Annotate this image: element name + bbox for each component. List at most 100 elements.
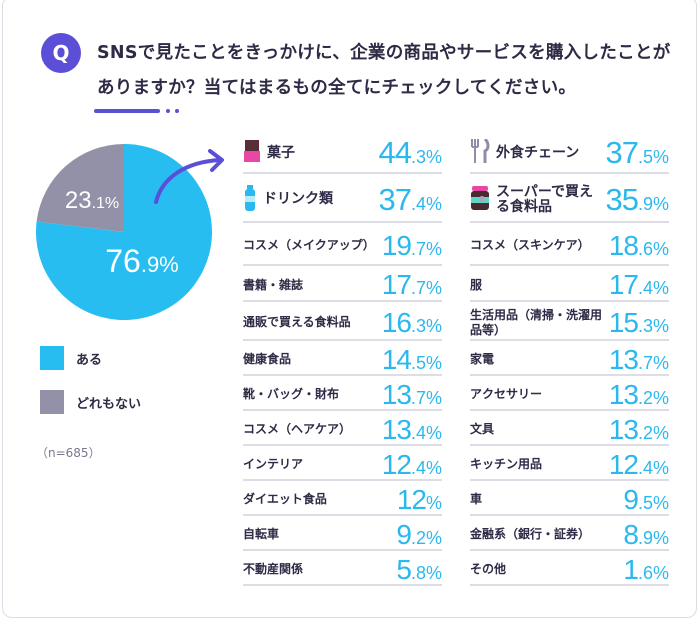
chocolate-icon	[243, 140, 261, 166]
result-row: 外食チェーン 37.5%	[470, 130, 669, 174]
result-row: 健康食品 14.5%	[243, 341, 442, 376]
decor-line	[94, 109, 160, 113]
fork-knife-icon	[470, 137, 490, 167]
result-row: 不動産関係 5.8%	[243, 551, 442, 586]
result-value-dec: .6%	[637, 238, 669, 259]
result-value-dec: .5%	[637, 147, 669, 167]
result-label-text: ダイエット食品	[243, 492, 327, 506]
result-label: ドリンク類	[243, 184, 333, 215]
legend-item-yes: ある	[40, 346, 102, 370]
result-value: 9.5%	[623, 484, 669, 516]
result-row: 靴・バッグ・財布 13.7%	[243, 376, 442, 411]
result-value-int: 9	[396, 518, 412, 550]
result-value: 12.4%	[382, 449, 442, 481]
result-value-dec: .7%	[410, 238, 442, 259]
result-value: 15.3%	[609, 307, 669, 339]
result-label-text: 家電	[470, 352, 495, 366]
result-value-dec: .8%	[410, 562, 442, 583]
result-value-dec: .2%	[637, 422, 669, 443]
result-value-dec: .4%	[410, 457, 442, 478]
result-value: 5.8%	[396, 554, 442, 586]
result-value: 1.6%	[623, 554, 669, 586]
result-value-int: 14	[381, 343, 412, 375]
result-value-int: 12	[396, 483, 427, 515]
result-value-int: 9	[623, 483, 639, 515]
result-value: 37.5%	[605, 135, 669, 171]
result-row: 書籍・雑誌 17.7%	[243, 266, 442, 302]
result-value-dec: .2%	[637, 387, 669, 408]
result-label: 通販で買える食料品	[243, 315, 351, 330]
result-label: コスメ（スキンケア）	[470, 238, 590, 253]
result-row: スーパーで買える食料品 35.9%	[470, 174, 669, 223]
result-label-text: インテリア	[243, 457, 304, 471]
result-value-dec: .9%	[637, 527, 669, 548]
result-label-text: 服	[470, 277, 483, 292]
result-label-text: ドリンク類	[263, 191, 333, 207]
result-value-int: 35	[605, 181, 638, 217]
result-value: 16.3%	[382, 307, 442, 339]
result-value-int: 19	[381, 229, 412, 261]
result-label-text: コスメ（ヘアケア）	[243, 422, 352, 436]
result-row: 通販で買える食料品 16.3%	[243, 302, 442, 341]
result-row: コスメ（メイクアップ） 19.7%	[243, 223, 442, 266]
result-value-int: 17	[381, 269, 412, 300]
result-label: 文具	[470, 422, 494, 437]
result-label-text: 外食チェーン	[496, 144, 580, 161]
result-value-dec: .7%	[410, 278, 442, 298]
legend-label: どれもない	[76, 396, 142, 412]
result-label-text: 生活用品（清掃・洗濯用品等）	[470, 307, 603, 337]
result-value: 12.4%	[609, 449, 669, 481]
result-label-text: 書籍・雑誌	[243, 277, 304, 292]
result-row: コスメ（ヘアケア） 13.4%	[243, 411, 442, 446]
result-value-int: 44	[378, 135, 411, 170]
result-row: 生活用品（清掃・洗濯用品等） 15.3%	[470, 302, 669, 341]
result-value: 9.2%	[396, 519, 442, 551]
result-value: 17.4%	[609, 269, 669, 301]
result-label: 服	[470, 278, 482, 293]
result-value: 13.2%	[609, 379, 669, 411]
result-value-int: 15	[608, 306, 639, 338]
result-label: スーパーで買える食料品	[470, 183, 605, 215]
result-label: インテリア	[243, 457, 303, 472]
result-label: 車	[470, 492, 482, 507]
question-text: SNSで見たことをきっかけに、企業の商品やサービスを購入したことがありますか？当…	[97, 43, 671, 98]
legend-swatch	[40, 346, 64, 370]
result-value: 13.4%	[382, 414, 442, 446]
result-label-text: 靴・バッグ・財布	[243, 387, 340, 401]
result-value-dec: .3%	[410, 315, 442, 336]
result-value-int: 8	[623, 518, 639, 550]
result-value-int: 12	[608, 448, 639, 480]
result-row: ダイエット食品 12%	[243, 481, 442, 516]
result-label-text: 菓子	[267, 144, 295, 161]
result-value: 14.5%	[382, 344, 442, 376]
result-label: その他	[470, 562, 506, 577]
result-label-text: 通販で買える食料品	[243, 315, 351, 329]
result-value: 8.9%	[623, 519, 669, 551]
result-label-text: 文具	[470, 422, 495, 436]
result-label-text: コスメ（スキンケア）	[470, 238, 590, 252]
result-value-int: 12	[381, 448, 412, 480]
result-label: 生活用品（清掃・洗濯用品等）	[470, 308, 609, 338]
result-value: 44.3%	[378, 135, 442, 171]
result-label-text: コスメ（メイクアップ）	[243, 238, 375, 252]
result-row: アクセサリー 13.2%	[470, 376, 669, 411]
result-value: 35.9%	[605, 182, 669, 218]
results-column-left: 菓子 44.3% ドリンク類 37.4% コスメ（メイクアップ） 19.7% 書籍・雑誌 17…	[243, 130, 442, 586]
result-value-dec: .5%	[637, 492, 669, 513]
result-value-int: 1	[623, 553, 639, 585]
result-label-text: 車	[470, 492, 483, 506]
result-label: 金融系（銀行・証券）	[470, 527, 590, 542]
result-label: 家電	[470, 352, 494, 367]
result-label-text: アクセサリー	[470, 387, 543, 401]
result-label: 自転車	[243, 527, 279, 542]
result-row: 菓子 44.3%	[243, 130, 442, 174]
result-label: 健康食品	[243, 352, 291, 367]
result-value-int: 13	[381, 378, 412, 410]
bottle-icon	[243, 184, 257, 215]
result-label-text: 金融系（銀行・証券）	[470, 527, 591, 541]
result-label-text: スーパーで買える食料品	[496, 183, 594, 215]
result-value-dec: .6%	[637, 562, 669, 583]
result-value: 13.7%	[382, 379, 442, 411]
result-value: 13.2%	[609, 414, 669, 446]
